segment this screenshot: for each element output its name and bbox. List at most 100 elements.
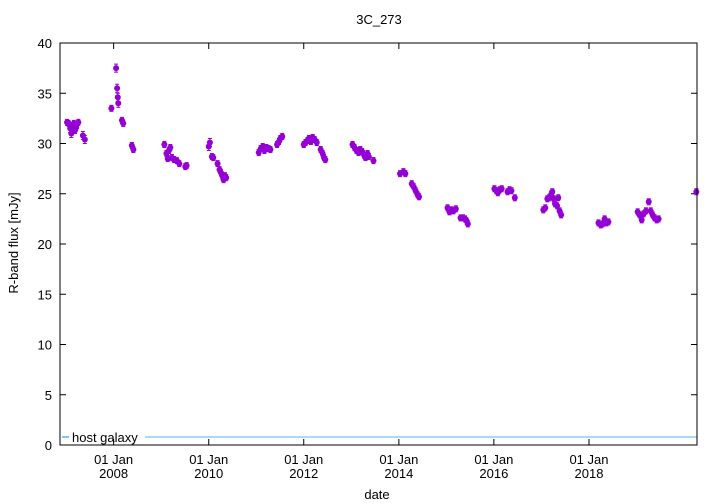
data-point: [214, 160, 221, 168]
data-points: [64, 63, 700, 229]
data-point: [511, 194, 518, 202]
x-tick-label-year: 2014: [384, 466, 413, 481]
data-point: [549, 188, 556, 196]
data-marker: [115, 100, 122, 107]
data-point: [108, 104, 115, 112]
x-tick-label-year: 2010: [194, 466, 223, 481]
data-marker: [693, 188, 700, 195]
legend-host-galaxy-label: host galaxy: [72, 430, 138, 445]
data-point: [322, 156, 329, 164]
data-marker: [114, 94, 121, 101]
data-point: [365, 153, 372, 161]
data-point: [206, 137, 213, 148]
data-point: [161, 140, 168, 149]
data-point: [498, 185, 505, 193]
chart-title: 3C_273: [356, 12, 402, 27]
data-point: [402, 170, 409, 178]
data-point: [81, 134, 88, 144]
data-point: [693, 188, 700, 196]
data-point: [638, 216, 645, 224]
data-marker: [167, 144, 174, 151]
data-marker: [206, 139, 213, 146]
x-tick-label-year: 2012: [289, 466, 318, 481]
y-tick-label: 10: [38, 338, 52, 353]
x-tick-label-year: 2016: [479, 466, 508, 481]
data-point: [416, 193, 423, 201]
x-tick-label: 01 Jan: [474, 452, 513, 467]
data-marker: [555, 194, 562, 201]
data-point: [114, 83, 121, 93]
data-marker: [176, 160, 183, 167]
data-marker: [365, 153, 372, 160]
data-marker: [452, 205, 459, 212]
data-marker: [120, 120, 127, 127]
y-tick-label: 30: [38, 137, 52, 152]
data-marker: [322, 156, 329, 163]
data-marker: [638, 216, 645, 223]
data-point: [370, 157, 377, 165]
y-tick-label: 15: [38, 287, 52, 302]
data-point: [167, 144, 174, 152]
y-tick-label: 0: [45, 438, 52, 453]
data-marker: [113, 65, 120, 72]
data-marker: [75, 119, 82, 126]
x-tick-label: 01 Jan: [189, 452, 228, 467]
data-point: [115, 98, 122, 108]
x-tick-label-year: 2008: [99, 466, 128, 481]
data-marker: [214, 160, 221, 167]
x-tick-label: 01 Jan: [284, 452, 323, 467]
x-tick-label-year: 2018: [575, 466, 604, 481]
y-tick-label: 25: [38, 187, 52, 202]
y-tick-label: 5: [45, 388, 52, 403]
data-point: [313, 138, 320, 147]
data-marker: [554, 202, 561, 209]
data-point: [183, 162, 190, 170]
data-point: [542, 204, 549, 212]
data-point: [645, 198, 652, 206]
data-point: [655, 215, 662, 223]
data-marker: [73, 124, 80, 131]
data-point: [452, 205, 459, 213]
x-tick-label: 01 Jan: [94, 452, 133, 467]
y-tick-label: 20: [38, 237, 52, 252]
data-point: [464, 220, 471, 228]
data-marker: [114, 85, 121, 92]
data-marker: [655, 215, 662, 222]
data-marker: [508, 187, 515, 194]
data-point: [508, 187, 515, 195]
y-tick-label: 40: [38, 36, 52, 51]
data-marker: [279, 133, 286, 140]
data-marker: [511, 194, 518, 201]
x-tick-label: 01 Jan: [379, 452, 418, 467]
data-point: [75, 118, 82, 126]
data-point: [130, 146, 137, 154]
data-marker: [558, 211, 565, 218]
data-marker: [605, 218, 612, 225]
data-point: [113, 63, 120, 73]
data-marker: [313, 139, 320, 146]
data-point: [120, 119, 127, 127]
y-tick-label: 35: [38, 86, 52, 101]
data-marker: [108, 105, 115, 112]
data-point: [267, 146, 274, 154]
data-point: [223, 174, 230, 182]
data-marker: [542, 204, 549, 211]
data-point: [279, 132, 286, 140]
y-axis-ticks: 0 5 10 15 20 25 30 35 40: [38, 36, 697, 453]
data-point: [555, 194, 562, 202]
data-marker: [223, 174, 230, 181]
data-point: [605, 218, 612, 226]
data-marker: [267, 146, 274, 153]
data-marker: [81, 136, 88, 143]
data-marker: [550, 195, 557, 202]
y-axis-label: R-band flux [mJy]: [6, 192, 21, 293]
data-point: [642, 207, 649, 215]
data-point: [210, 154, 217, 162]
data-marker: [464, 220, 471, 227]
data-marker: [549, 188, 556, 195]
plot-frame: [59, 42, 698, 446]
legend: host galaxy: [62, 430, 138, 445]
